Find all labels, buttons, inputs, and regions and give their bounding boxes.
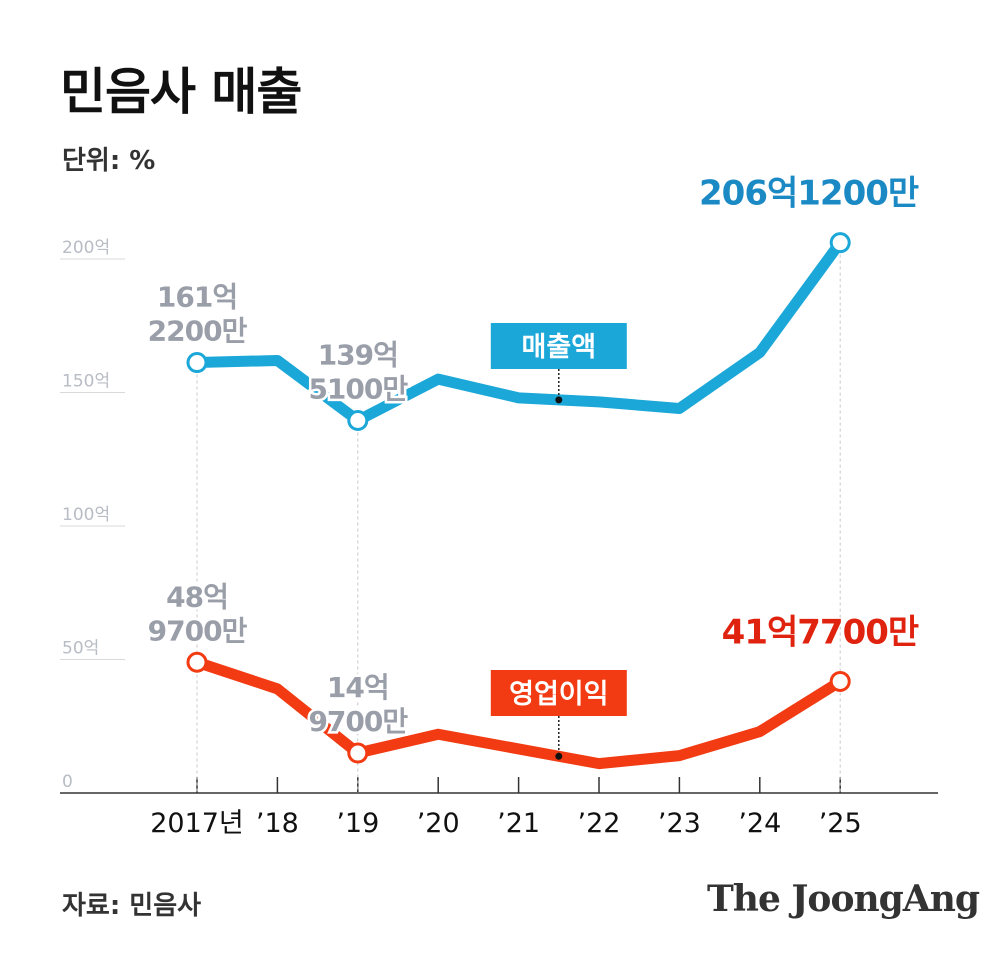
data-label: 9700만 xyxy=(308,705,408,738)
legend-pointer-dot xyxy=(555,752,563,760)
x-tick-label: ’24 xyxy=(738,808,781,839)
x-tick-label: ’20 xyxy=(417,808,460,839)
y-tick-label: 0 xyxy=(62,772,73,792)
x-tick-label: ’22 xyxy=(578,808,621,839)
x-tick-label: ’19 xyxy=(336,808,379,839)
data-label: 5100만 xyxy=(308,373,408,406)
data-label: 14억 xyxy=(327,671,389,704)
y-tick-label: 50억 xyxy=(62,639,99,659)
x-tick-label: ’18 xyxy=(256,808,299,839)
source-note: 자료: 민음사 xyxy=(62,891,202,921)
legend-box xyxy=(490,670,627,716)
data-label: 48억 xyxy=(166,580,228,613)
x-tick-label: 2017년 xyxy=(150,808,244,839)
data-label: 139억 xyxy=(318,339,398,372)
data-label: 9700만 xyxy=(148,614,248,647)
legend-label: 매출액 xyxy=(522,332,597,363)
x-tick-label: ’21 xyxy=(497,808,540,839)
data-label: 161억 xyxy=(157,281,237,314)
legend-pointer-dot xyxy=(555,396,563,404)
series-line-0 xyxy=(191,237,846,427)
legend-label: 영업이익 xyxy=(509,679,608,710)
brand-logo: The JoongAng xyxy=(707,878,980,920)
page-title: 민음사 매출 xyxy=(60,63,302,121)
final-value-label: 41억7700만 xyxy=(722,612,919,652)
final-value-label: 206억1200만 xyxy=(699,174,919,214)
point-marker xyxy=(829,670,851,692)
unit-label: 단위: % xyxy=(62,146,156,176)
y-tick-label: 100억 xyxy=(62,505,110,525)
x-tick-label: ’23 xyxy=(658,808,701,839)
point-marker xyxy=(347,742,369,764)
x-tick-label: ’25 xyxy=(819,808,862,839)
point-marker xyxy=(186,651,208,673)
y-tick-label: 150억 xyxy=(62,372,110,392)
data-label: 2200만 xyxy=(148,315,248,348)
point-marker xyxy=(347,410,369,432)
legend-box xyxy=(490,323,627,369)
series-line-1 xyxy=(191,656,846,770)
point-marker xyxy=(186,352,208,374)
point-marker xyxy=(829,232,851,254)
y-tick-label: 200억 xyxy=(62,238,110,258)
